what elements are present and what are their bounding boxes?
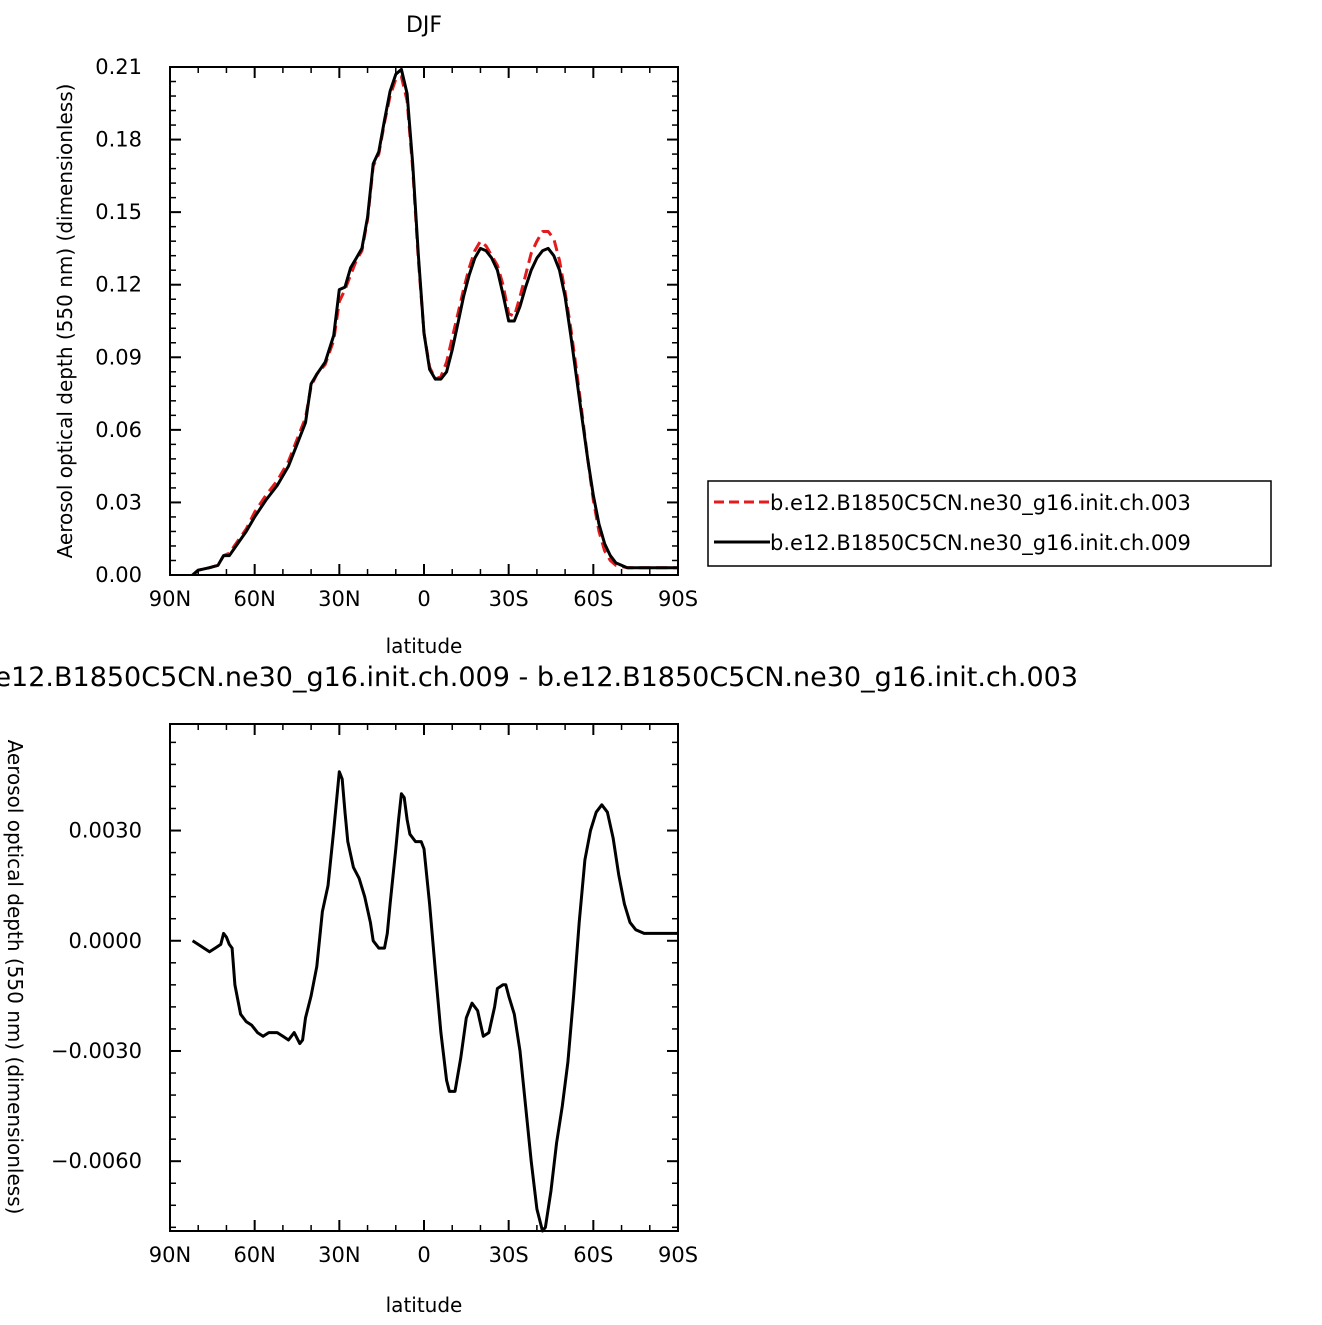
top-panel-y-tick-label: 0.15	[95, 200, 142, 224]
top-panel-y-tick-label: 0.09	[95, 345, 142, 369]
bottom-panel-y-axis-label: Aerosol optical depth (550 nm) (dimensio…	[3, 740, 27, 1215]
bottom-panel-x-tick-label: 90N	[149, 1243, 191, 1267]
bottom-panel-series-line-0	[191, 770, 678, 1233]
bottom-panel-y-tick-label: 0.0000	[69, 929, 142, 953]
top-panel-plot-frame	[169, 66, 679, 576]
top-panel-tick-labels: 90N 60N 30N 0 30S 60S 90S 0.00 0.03 0.06 0.09 0.12 0…	[95, 55, 698, 611]
bottom-panel-x-tick-label: 30S	[489, 1243, 529, 1267]
top-panel-x-tick-label: 90N	[149, 587, 191, 611]
top-panel-y-tick-label: 0.06	[95, 418, 142, 442]
top-panel-x-tick-label: 0	[417, 587, 430, 611]
bottom-panel-x-tick-label: 90S	[658, 1243, 698, 1267]
top-panel-series-line-1	[191, 67, 678, 577]
top-panel-y-tick-label: 0.00	[95, 563, 142, 587]
top-panel-y-axis-label: Aerosol optical depth (550 nm) (dimensio…	[53, 84, 77, 559]
legend: b.e12.B1850C5CN.ne30_g16.init.ch.003 b.e…	[707, 480, 1272, 567]
top-panel-y-tick-label: 0.21	[95, 55, 142, 79]
bottom-panel-plot-frame	[169, 723, 679, 1232]
bottom-panel-ticks	[169, 724, 679, 1231]
bottom-panel-x-tick-label: 60N	[233, 1243, 275, 1267]
bottom-panel-x-tick-label: 0	[417, 1243, 430, 1267]
bottom-panel-y-tick-label: −0.0030	[51, 1039, 142, 1063]
top-panel-x-axis-label: latitude	[386, 634, 463, 658]
bottom-panel-x-axis-label: latitude	[386, 1293, 463, 1317]
top-panel-x-tick-label: 60S	[573, 587, 613, 611]
bottom-panel: b.e12.B1850C5CN.ne30_g16.init.ch.009 - b…	[0, 662, 1078, 1317]
top-panel-y-tick-label: 0.18	[95, 128, 142, 152]
bottom-panel-x-tick-label: 30N	[318, 1243, 360, 1267]
top-panel-y-tick-label: 0.12	[95, 273, 142, 297]
bottom-panel-y-tick-label: −0.0060	[51, 1149, 142, 1173]
bottom-panel-y-tick-label: 0.0030	[69, 819, 142, 843]
top-panel-series	[191, 67, 678, 577]
top-panel-title: DJF	[406, 13, 442, 38]
top-panel: DJF Aerosol optical depth (550 nm) (dime…	[53, 13, 698, 658]
top-panel-y-tick-label: 0.03	[95, 490, 142, 514]
bottom-panel-title: b.e12.B1850C5CN.ne30_g16.init.ch.009 - b…	[0, 662, 1078, 693]
top-panel-x-tick-label: 30N	[318, 587, 360, 611]
legend-entry-series-009: b.e12.B1850C5CN.ne30_g16.init.ch.009	[770, 531, 1191, 556]
bottom-panel-tick-labels: 90N 60N 30N 0 30S 60S 90S −0.0060 −0.0030 0.0000 0…	[51, 819, 698, 1267]
legend-entry-series-003: b.e12.B1850C5CN.ne30_g16.init.ch.003	[770, 491, 1191, 516]
top-panel-x-tick-label: 60N	[233, 587, 275, 611]
top-panel-x-tick-label: 30S	[489, 587, 529, 611]
bottom-panel-x-tick-label: 60S	[573, 1243, 613, 1267]
legend-box	[707, 480, 1272, 567]
bottom-panel-series	[191, 770, 678, 1233]
top-panel-x-tick-label: 90S	[658, 587, 698, 611]
